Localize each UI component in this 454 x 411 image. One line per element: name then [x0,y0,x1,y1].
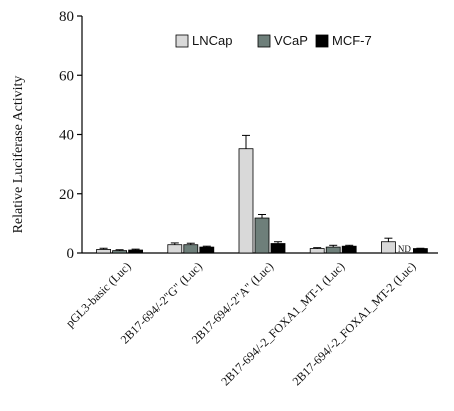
y-tick-label: 20 [59,187,74,203]
bar-mcf-7 [199,246,215,254]
y-tick-label: 40 [59,128,74,144]
annotations-group: ND [398,244,411,254]
bar-mcf-7 [341,245,357,254]
bar-mcf-7 [412,248,428,254]
x-category-label: 2B17-694/-2_FOXA1_MT-1 (Luc) [218,259,347,388]
bar-vcap [254,217,270,254]
x-axis-category-labels: pGL3-basic (Luc)2B17-694/-2"G" (Luc)2B17… [63,259,419,388]
bars-group [96,148,428,254]
bar-mcf-7 [128,249,144,254]
bar-lncap [238,148,254,254]
legend-label: VCaP [274,33,308,48]
bar-vcap [183,244,199,254]
error-bars-group [99,134,425,251]
legend-label: LNCap [192,33,232,48]
y-tick-label: 60 [59,68,74,84]
legend-swatch-vcap [257,34,271,48]
bar-vcap [325,246,341,254]
legend-label: MCF-7 [332,33,372,48]
bar-lncap [96,249,111,254]
not-detected-annotation: ND [398,244,411,254]
x-category-label: pGL3-basic (Luc) [63,259,134,330]
legend: LNCap VCaP MCF-7 [175,33,372,48]
legend-swatch-lncap [175,34,189,48]
bar-lncap [309,248,325,254]
bar-vcap [112,250,127,254]
y-tick-label: 80 [59,9,74,25]
y-tick-label: 0 [67,246,75,262]
bar-mcf-7 [270,243,286,254]
y-axis-label: Relative Luciferase Activity [11,76,26,234]
x-category-label: 2B17-694/-2_FOXA1_MT-2 (Luc) [289,259,418,388]
legend-swatch-mcf-7 [315,34,329,48]
bar-lncap [167,244,183,254]
chart-axes [81,16,438,254]
y-axis-ticks: 0 20 40 60 80 [59,9,82,262]
bar-lncap [380,241,396,254]
